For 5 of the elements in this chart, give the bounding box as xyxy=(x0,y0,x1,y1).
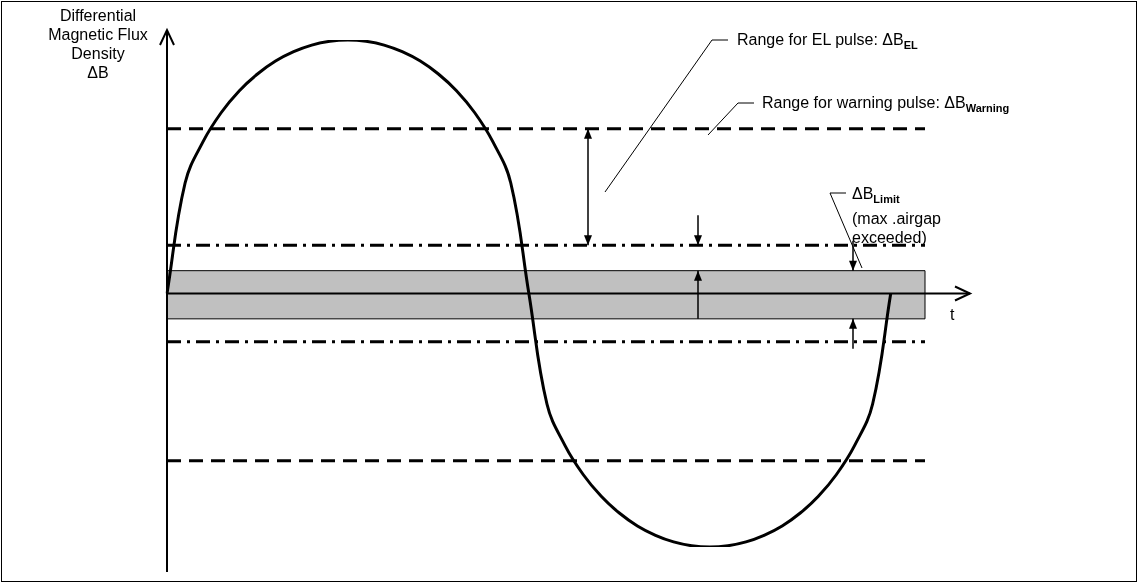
annotation: Range for EL pulse: ΔB$_{EL}$ xyxy=(737,30,918,54)
x-axis-title: t xyxy=(950,305,955,324)
annotation: Range for warning pulse: ΔB$_{Warning}$ xyxy=(762,93,1010,117)
y-axis-title: Differential Magnetic Flux Density ΔB xyxy=(47,6,149,82)
annotation: ΔB$_{Limit}$ (max .airgap exceeded) xyxy=(852,184,941,248)
